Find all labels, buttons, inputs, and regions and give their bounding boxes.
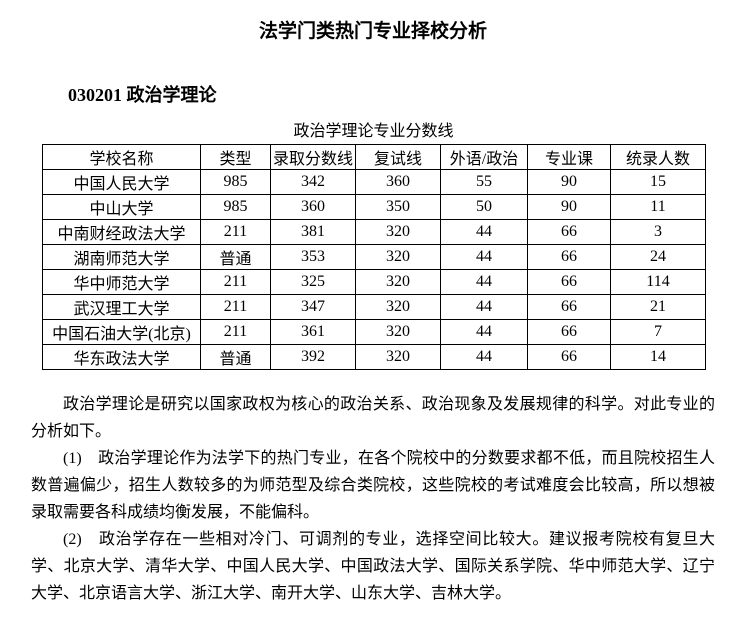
- table-cell: 15: [610, 169, 706, 195]
- table-cell: 66: [527, 269, 611, 295]
- table-cell: 381: [270, 219, 356, 245]
- table-cell: 普通: [200, 344, 271, 370]
- table-cell: 66: [527, 319, 611, 345]
- table-cell: 350: [355, 194, 441, 220]
- table-cell: 66: [527, 344, 611, 370]
- table-header-cell: 统录人数: [610, 144, 706, 170]
- analysis-paragraph: (1) 政治学理论作为法学下的热门专业，在各个院校中的分数要求都不低，而且院校招…: [31, 450, 715, 521]
- table-cell: 44: [440, 269, 528, 295]
- table-cell: 320: [355, 269, 441, 295]
- table-cell: 50: [440, 194, 528, 220]
- table-cell: 90: [527, 169, 611, 195]
- table-cell: 114: [610, 269, 706, 295]
- table-header-cell: 录取分数线: [270, 144, 356, 170]
- table-cell: 44: [440, 219, 528, 245]
- table-cell: 211: [200, 219, 271, 245]
- table-cell: 320: [355, 219, 441, 245]
- table-cell: 武汉理工大学: [42, 294, 201, 320]
- table-cell: 3: [610, 219, 706, 245]
- table-cell: 普通: [200, 244, 271, 270]
- analysis-paragraph: 政治学理论是研究以国家政权为核心的政治关系、政治现象及发展规律的科学。对此专业的…: [31, 396, 715, 440]
- table-cell: 211: [200, 294, 271, 320]
- analysis-paragraph: (2) 政治学存在一些相对冷门、可调剂的专业，选择空间比较大。建议报考院校有复旦…: [31, 531, 715, 602]
- table-cell: 211: [200, 319, 271, 345]
- table-cell: 347: [270, 294, 356, 320]
- table-cell: 392: [270, 344, 356, 370]
- table-row: 中国石油大学(北京) 211 361 320 44 66 7: [42, 319, 706, 345]
- table-cell: 44: [440, 294, 528, 320]
- table-cell: 湖南师范大学: [42, 244, 201, 270]
- table-row: 华中师范大学 211 325 320 44 66 114: [42, 269, 706, 295]
- table-header-cell: 复试线: [355, 144, 441, 170]
- table-row: 湖南师范大学 普通 353 320 44 66 24: [42, 244, 706, 270]
- table-row: 中国人民大学 985 342 360 55 90 15: [42, 169, 706, 195]
- table-cell: 66: [527, 219, 611, 245]
- table-cell: 66: [527, 244, 611, 270]
- table-cell: 11: [610, 194, 706, 220]
- table-cell: 320: [355, 319, 441, 345]
- table-cell: 中国人民大学: [42, 169, 201, 195]
- table-row: 中山大学 985 360 350 50 90 11: [42, 194, 706, 220]
- table-cell: 360: [355, 169, 441, 195]
- table-cell: 320: [355, 244, 441, 270]
- table-cell: 211: [200, 269, 271, 295]
- table-cell: 66: [527, 294, 611, 320]
- table-row: 华东政法大学 普通 392 320 44 66 14: [42, 344, 706, 370]
- table-cell: 90: [527, 194, 611, 220]
- table-cell: 7: [610, 319, 706, 345]
- table-body: 中国人民大学 985 342 360 55 90 15 中山大学 985 360 350 50 90 11…: [42, 169, 706, 370]
- table-cell: 320: [355, 294, 441, 320]
- table-cell: 44: [440, 344, 528, 370]
- table-cell: 华东政法大学: [42, 344, 201, 370]
- document-title: 法学门类热门专业择校分析: [258, 21, 487, 42]
- table-cell: 320: [355, 344, 441, 370]
- table-cell: 342: [270, 169, 356, 195]
- table-cell: 中国石油大学(北京): [42, 319, 201, 345]
- table-cell: 985: [200, 169, 271, 195]
- table-cell: 361: [270, 319, 356, 345]
- table-cell: 44: [440, 319, 528, 345]
- table-cell: 44: [440, 244, 528, 270]
- table-cell: 中山大学: [42, 194, 201, 220]
- table-header-cell: 学校名称: [42, 144, 201, 170]
- table-cell: 353: [270, 244, 356, 270]
- section-heading: 030201 政治学理论: [68, 85, 217, 105]
- table-row: 中南财经政法大学 211 381 320 44 66 3: [42, 219, 706, 245]
- table-cell: 中南财经政法大学: [42, 219, 201, 245]
- table-cell: 华中师范大学: [42, 269, 201, 295]
- table-cell: 325: [270, 269, 356, 295]
- table-caption: 政治学理论专业分数线: [293, 123, 454, 140]
- table-cell: 55: [440, 169, 528, 195]
- table-header-cell: 专业课: [527, 144, 611, 170]
- analysis-text: 政治学理论是研究以国家政权为核心的政治关系、政治现象及发展规律的科学。对此专业的…: [31, 391, 715, 607]
- table-cell: 985: [200, 194, 271, 220]
- table-header-row: 学校名称 类型 录取分数线 复试线 外语/政治 专业课 统录人数: [42, 144, 706, 170]
- table-cell: 24: [610, 244, 706, 270]
- table-cell: 21: [610, 294, 706, 320]
- table-header-cell: 外语/政治: [440, 144, 528, 170]
- table-cell: 360: [270, 194, 356, 220]
- table-header-cell: 类型: [200, 144, 271, 170]
- table-row: 武汉理工大学 211 347 320 44 66 21: [42, 294, 706, 320]
- scores-table: 学校名称 类型 录取分数线 复试线 外语/政治 专业课 统录人数 中国人民大学 985 342 3…: [42, 144, 706, 370]
- table-cell: 14: [610, 344, 706, 370]
